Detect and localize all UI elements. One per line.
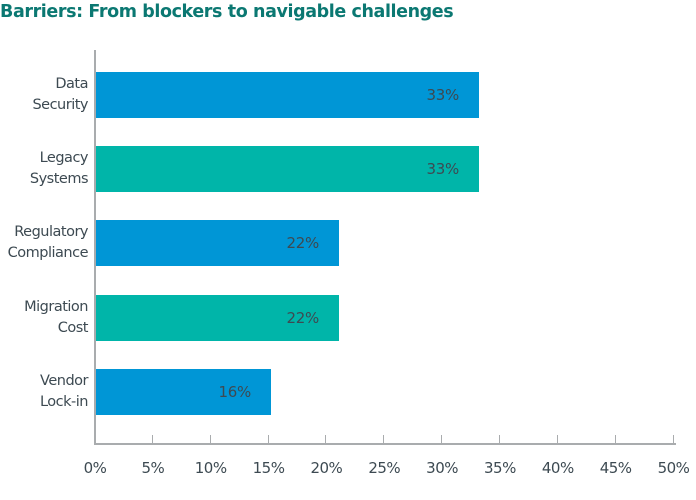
x-tick: [209, 435, 211, 444]
category-label-line: Lock-in: [39, 394, 89, 410]
bar-value-label: 33%: [426, 160, 460, 178]
y-axis-line: [94, 50, 96, 445]
x-tick: [383, 435, 385, 444]
category-label-line: Legacy: [39, 150, 89, 166]
chart-title: Barriers: From blockers to navigable cha…: [0, 2, 454, 22]
x-tick-label: 25%: [368, 459, 401, 477]
category-label-line: Vendor: [40, 373, 88, 389]
category-label-line: Data: [55, 76, 88, 92]
bar-value-label: 22%: [286, 309, 320, 327]
category-label-line: Cost: [57, 320, 89, 336]
category-label: Regulatory Compliance: [0, 222, 89, 264]
x-tick-label: 35%: [484, 459, 516, 477]
x-tick-label: 0%: [83, 459, 107, 477]
x-tick-label: 40%: [541, 459, 574, 477]
category-label: Data Security: [0, 74, 88, 116]
x-tick-label: 10%: [194, 459, 227, 477]
x-tick: [325, 435, 327, 444]
bar-vendor-lock-in: 16%: [96, 369, 271, 415]
bar-value-label: 16%: [218, 383, 252, 401]
x-tick-label: 50%: [657, 459, 690, 477]
bar-data-security: 33%: [96, 72, 479, 118]
x-tick: [614, 435, 616, 444]
category-label-line: Migration: [24, 299, 88, 315]
x-tick: [672, 435, 674, 444]
bar-legacy-systems: 33%: [96, 146, 479, 192]
x-tick-label: 5%: [141, 459, 165, 477]
x-tick: [441, 435, 443, 444]
x-tick: [498, 435, 500, 444]
category-label: Vendor Lock-in: [0, 371, 89, 413]
x-tick-label: 30%: [426, 459, 459, 477]
x-axis-line: [94, 443, 676, 445]
category-label-line: Compliance: [7, 245, 89, 261]
x-tick: [267, 435, 269, 444]
category-label-line: Security: [32, 97, 88, 113]
category-label-line: Regulatory: [14, 224, 88, 240]
category-label-line: Systems: [29, 171, 89, 187]
bar-value-label: 22%: [286, 234, 320, 252]
bar-migration-cost: 22%: [96, 295, 339, 341]
x-tick-label: 45%: [599, 459, 632, 477]
category-label: Legacy Systems: [0, 148, 89, 190]
x-tick: [151, 435, 153, 444]
x-tick-label: 20%: [310, 459, 343, 477]
bar-regulatory-compliance: 22%: [96, 220, 339, 266]
category-label: Migration Cost: [0, 297, 88, 339]
x-tick-label: 15%: [252, 459, 285, 477]
bar-value-label: 33%: [426, 86, 460, 104]
x-tick: [556, 435, 558, 444]
